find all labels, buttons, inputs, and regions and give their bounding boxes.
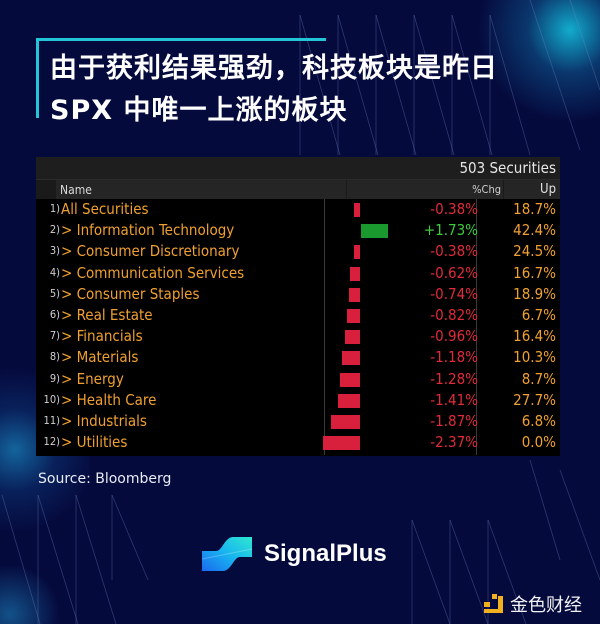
table-row[interactable]: 7) > Financials -0.96% 16.4% xyxy=(36,326,560,347)
signalplus-logo-icon xyxy=(202,537,253,571)
sector-name[interactable]: > Consumer Staples xyxy=(61,284,200,303)
sector-name[interactable]: > Health Care xyxy=(61,390,157,409)
sector-name[interactable]: > Financials xyxy=(61,327,143,346)
column-header-name[interactable]: Name xyxy=(56,180,346,199)
table-row[interactable]: 1) All Securities -0.38% 18.7% xyxy=(36,199,560,220)
percent-change: -1.87% xyxy=(430,411,478,430)
page-title: 由于获利结果强劲，科技板块是昨日 SPX 中唯一上涨的板块 xyxy=(50,48,570,132)
brand-name: SignalPlus xyxy=(264,540,387,567)
sector-name[interactable]: > Materials xyxy=(61,348,139,367)
positive-change-bar xyxy=(361,224,388,239)
signalplus-logo: SignalPlus xyxy=(202,535,387,573)
sector-name[interactable]: All Securities xyxy=(61,200,149,218)
sector-name[interactable]: > Utilities xyxy=(61,433,128,452)
negative-change-bar xyxy=(345,330,360,345)
row-number: 2) xyxy=(49,223,60,237)
percent-change: -0.38% xyxy=(430,242,478,261)
percent-up: 0.0% xyxy=(521,433,556,452)
negative-change-bar xyxy=(350,266,360,281)
title-line-1: 由于获利结果强劲，科技板块是昨日 xyxy=(50,53,498,84)
row-number: 11) xyxy=(43,413,60,427)
negative-change-bar xyxy=(340,372,360,387)
percent-up: 16.4% xyxy=(513,327,556,346)
negative-change-bar xyxy=(323,436,360,451)
column-divider xyxy=(476,199,477,455)
percent-up: 18.7% xyxy=(513,200,556,218)
row-number: 3) xyxy=(49,244,60,258)
column-divider xyxy=(324,199,325,455)
source-label: Source: Bloomberg xyxy=(38,471,172,487)
sector-name[interactable]: > Communication Services xyxy=(61,263,245,282)
percent-change: -1.28% xyxy=(430,369,478,388)
table-body: 1) All Securities -0.38% 18.7% 2) > Informati… xyxy=(36,199,560,455)
percent-up: 10.3% xyxy=(513,348,556,367)
percent-up: 24.5% xyxy=(513,242,556,261)
negative-change-bar xyxy=(338,393,360,408)
negative-change-bar xyxy=(331,414,360,429)
bloomberg-sector-table: 503 Securities Name %Chg Up 1) All Securi… xyxy=(36,157,560,456)
watermark-text: 金色财经 xyxy=(510,595,582,616)
negative-change-bar xyxy=(341,351,360,366)
title-line-2: SPX 中唯一上涨的板块 xyxy=(50,95,348,126)
table-row[interactable]: 2) > Information Technology +1.73% 42.4% xyxy=(36,220,560,241)
row-number: 4) xyxy=(49,265,60,279)
percent-change: -0.38% xyxy=(430,200,478,218)
table-header: Name %Chg Up xyxy=(36,179,560,199)
percent-change: -0.62% xyxy=(430,263,478,282)
percent-change: -1.18% xyxy=(430,348,478,367)
column-header-up[interactable]: Up xyxy=(504,180,560,199)
row-number: 10) xyxy=(43,392,60,406)
row-number: 6) xyxy=(49,307,60,321)
table-top-bar: 503 Securities xyxy=(36,157,560,179)
jinse-logo-icon xyxy=(484,594,503,613)
table-row[interactable]: 11) > Industrials -1.87% 6.8% xyxy=(36,411,560,432)
jinse-watermark: 金色财经 xyxy=(484,591,582,617)
sector-name[interactable]: > Information Technology xyxy=(61,221,235,240)
negative-change-bar xyxy=(347,308,360,323)
percent-change: -1.41% xyxy=(430,390,478,409)
sector-name[interactable]: > Industrials xyxy=(61,411,147,430)
negative-change-bar xyxy=(348,287,360,302)
sector-name[interactable]: > Energy xyxy=(61,369,124,388)
percent-change: -0.96% xyxy=(430,327,478,346)
percent-up: 6.8% xyxy=(521,411,556,430)
row-number: 5) xyxy=(49,286,60,300)
row-number: 12) xyxy=(43,435,60,449)
percent-change: -2.37% xyxy=(430,433,478,452)
table-row[interactable]: 4) > Communication Services -0.62% 16.7% xyxy=(36,263,560,284)
securities-count: 503 Securities xyxy=(459,159,556,177)
percent-up: 6.7% xyxy=(521,305,556,324)
table-row[interactable]: 8) > Materials -1.18% 10.3% xyxy=(36,347,560,368)
table-row[interactable]: 10) > Health Care -1.41% 27.7% xyxy=(36,390,560,411)
row-number: 1) xyxy=(49,202,60,215)
title-accent-frame xyxy=(36,38,326,118)
column-header-chg[interactable]: %Chg xyxy=(347,180,503,199)
percent-up: 8.7% xyxy=(521,369,556,388)
percent-up: 42.4% xyxy=(513,221,556,240)
negative-change-bar xyxy=(354,245,360,260)
table-row[interactable]: 6) > Real Estate -0.82% 6.7% xyxy=(36,305,560,326)
background-glow-bottom-left xyxy=(0,564,60,624)
percent-up: 16.7% xyxy=(513,263,556,282)
sector-name[interactable]: > Real Estate xyxy=(61,305,153,324)
table-row[interactable]: 5) > Consumer Staples -0.74% 18.9% xyxy=(36,284,560,305)
table-row[interactable]: 3) > Consumer Discretionary -0.38% 24.5% xyxy=(36,241,560,262)
percent-up: 27.7% xyxy=(513,390,556,409)
negative-change-bar xyxy=(354,203,360,217)
row-number: 9) xyxy=(49,371,60,385)
sector-name[interactable]: > Consumer Discretionary xyxy=(61,242,240,261)
table-row[interactable]: 9) > Energy -1.28% 8.7% xyxy=(36,369,560,390)
percent-change: +1.73% xyxy=(423,221,478,240)
row-number: 7) xyxy=(49,329,60,343)
table-row[interactable]: 12) > Utilities -2.37% 0.0% xyxy=(36,432,560,453)
row-number: 8) xyxy=(49,350,60,364)
percent-change: -0.82% xyxy=(430,305,478,324)
percent-up: 18.9% xyxy=(513,284,556,303)
percent-change: -0.74% xyxy=(430,284,478,303)
